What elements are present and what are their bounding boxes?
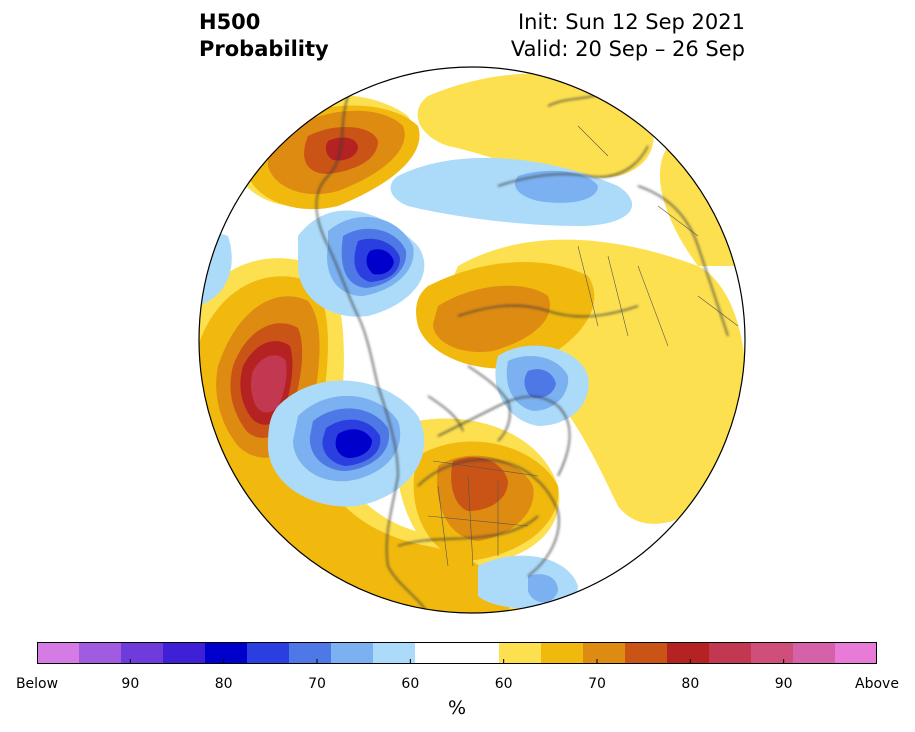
colorbar-segment [163,642,206,664]
init-date: Init: Sun 12 Sep 2021 [517,10,745,34]
valid-range: Valid: 20 Sep – 26 Sep [510,37,745,61]
map-boundary-circle [198,66,746,614]
colorbar-tick-label: 90 [121,676,140,692]
colorbar-segment [37,642,80,664]
colorbar-tick-label: 80 [214,676,233,692]
colorbar-tick-label: 90 [774,676,793,692]
polar-map [198,66,746,614]
colorbar-tick-label: 70 [588,676,606,692]
colorbar-segment [79,642,122,664]
colorbar-segment [793,642,836,664]
colorbar-segment [667,642,710,664]
colorbar-tick-label: 70 [308,676,326,692]
colorbar-tick-label: Above [855,676,899,692]
country-borders [427,125,739,567]
colorbar-unit: % [447,697,467,719]
colorbar-tick-label: 60 [494,676,513,692]
colorbar-segment [541,642,584,664]
title-product: Probability [199,37,329,61]
colorbar-segment [751,642,794,664]
colorbar-segment [499,642,542,664]
colorbar-tick-label: 60 [401,676,420,692]
colorbar-segment [625,642,668,664]
colorbar-segment [205,642,248,664]
colorbar-segment [415,642,458,664]
colorbar-segment [457,642,500,664]
above-normal-max-band [250,355,287,413]
title-variable: H500 [199,10,261,34]
colorbar-segment [583,642,626,664]
map-svg [198,66,746,614]
colorbar-tick-label: 80 [681,676,700,692]
probability-field [199,67,745,613]
colorbar [37,642,877,664]
colorbar-segment [289,642,332,664]
colorbar-segment [247,642,290,664]
colorbar-tick-label: Below [15,676,59,692]
colorbar-segment [835,642,877,664]
below-normal-max-band [335,249,394,458]
valid-period: Init: Sun 12 Sep 2021 Valid: 20 Sep – 26… [511,9,745,63]
colorbar-segment [331,642,374,664]
map-title: H500 Probability [199,9,329,63]
colorbar-segment [373,642,416,664]
colorbar-segment [121,642,164,664]
coastlines [315,90,729,613]
colorbar-segment [709,642,752,664]
colorbar-border [37,642,877,664]
